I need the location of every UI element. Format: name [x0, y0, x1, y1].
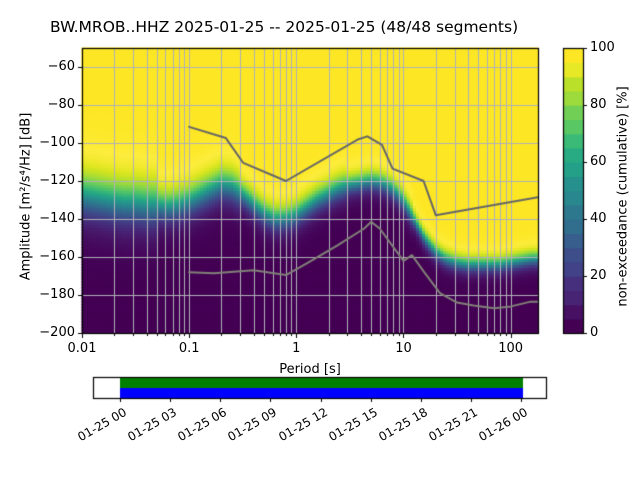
- colorbar-tick-label: 40: [590, 211, 607, 226]
- x-tick-label: 100: [498, 341, 524, 356]
- y-tick-label: −140: [39, 211, 75, 226]
- x-tick-label: 0.01: [67, 341, 97, 356]
- x-tick-label: 1: [292, 341, 301, 356]
- y-tick-label: −120: [39, 173, 75, 188]
- y-tick-label: −100: [39, 135, 75, 150]
- colorbar-tick-label: 0: [590, 325, 599, 340]
- y-tick-label: −80: [47, 97, 75, 112]
- colorbar-tick-label: 80: [590, 97, 607, 112]
- x-tick-label: 0.1: [178, 341, 200, 356]
- y-tick-label: −180: [39, 287, 75, 302]
- y-tick-label: −160: [39, 249, 75, 264]
- colorbar-tick-label: 100: [590, 40, 615, 55]
- x-tick-label: 10: [395, 341, 412, 356]
- x-axis-label: Period [s]: [279, 362, 341, 377]
- y-tick-label: −200: [39, 325, 75, 340]
- colorbar-tick-label: 20: [590, 268, 607, 283]
- page-title: BW.MROB..HHZ 2025-01-25 -- 2025-01-25 (4…: [50, 18, 519, 36]
- colorbar-tick-label: 60: [590, 154, 607, 169]
- y-tick-label: −60: [47, 59, 75, 74]
- colorbar-label: non-exceedance (cumulative) [%]: [615, 86, 631, 307]
- y-axis-label: Amplitude [m²/s⁴/Hz] [dB]: [18, 112, 34, 281]
